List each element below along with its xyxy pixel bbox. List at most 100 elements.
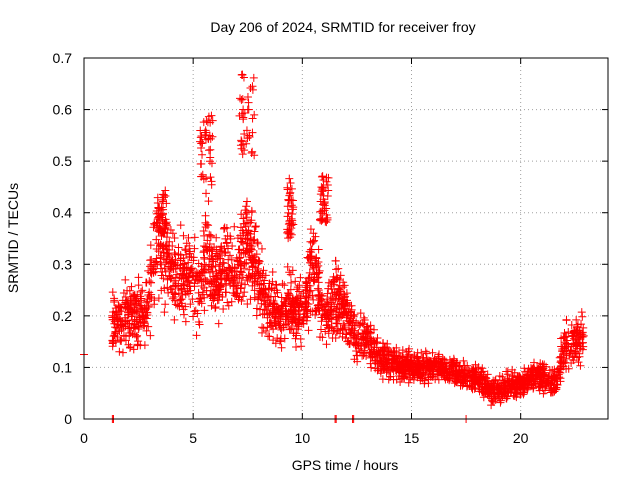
data-point bbox=[286, 179, 295, 188]
data-point bbox=[219, 305, 228, 314]
data-point bbox=[314, 300, 323, 309]
data-point bbox=[142, 314, 151, 323]
data-point bbox=[244, 218, 253, 227]
data-point bbox=[230, 273, 239, 282]
data-point bbox=[293, 283, 302, 292]
data-point bbox=[317, 317, 326, 326]
data-point bbox=[238, 273, 247, 282]
data-point bbox=[196, 160, 205, 169]
data-point bbox=[495, 371, 504, 380]
data-point bbox=[374, 351, 383, 360]
data-point bbox=[201, 211, 210, 220]
data-point bbox=[123, 311, 132, 320]
data-point bbox=[239, 115, 248, 124]
data-point bbox=[179, 231, 188, 240]
data-point bbox=[302, 293, 311, 302]
data-point bbox=[147, 269, 156, 278]
data-point bbox=[324, 329, 333, 338]
data-point bbox=[205, 260, 214, 269]
data-point bbox=[171, 300, 180, 309]
data-point bbox=[337, 299, 346, 308]
data-point bbox=[229, 289, 238, 298]
data-point bbox=[220, 249, 229, 258]
data-point bbox=[578, 312, 587, 321]
data-point bbox=[147, 278, 156, 287]
data-point bbox=[248, 147, 257, 156]
data-point bbox=[345, 339, 354, 348]
data-point bbox=[159, 193, 168, 202]
data-point bbox=[429, 369, 438, 378]
data-point bbox=[108, 288, 117, 297]
plot-frame bbox=[83, 57, 609, 420]
x-tick-label: 0 bbox=[80, 430, 88, 446]
data-point bbox=[171, 281, 180, 290]
data-point bbox=[238, 238, 247, 247]
data-point bbox=[134, 323, 143, 332]
data-point bbox=[512, 378, 521, 387]
data-point bbox=[295, 281, 304, 290]
data-point bbox=[309, 295, 318, 304]
data-point bbox=[402, 348, 411, 357]
data-point bbox=[184, 233, 193, 242]
data-point bbox=[174, 250, 183, 259]
x-tick-label: 10 bbox=[295, 430, 311, 446]
data-point bbox=[435, 350, 444, 359]
data-point bbox=[208, 132, 217, 141]
data-point bbox=[250, 227, 259, 236]
data-point bbox=[170, 233, 179, 242]
data-point bbox=[119, 289, 128, 298]
data-point bbox=[110, 312, 119, 321]
data-point bbox=[256, 271, 265, 280]
data-point bbox=[259, 284, 268, 293]
data-point bbox=[419, 357, 428, 366]
data-point bbox=[481, 373, 490, 382]
data-point bbox=[398, 362, 407, 371]
data-point bbox=[336, 271, 345, 280]
y-tick-label: 0.2 bbox=[53, 308, 73, 324]
data-point bbox=[316, 332, 325, 341]
data-point bbox=[247, 245, 256, 254]
data-point bbox=[197, 294, 206, 303]
data-point bbox=[333, 319, 342, 328]
data-point bbox=[244, 229, 253, 238]
data-point bbox=[201, 218, 210, 227]
data-point bbox=[295, 316, 304, 325]
data-point bbox=[145, 277, 154, 286]
data-point bbox=[186, 300, 195, 309]
data-point bbox=[561, 340, 570, 349]
data-point bbox=[302, 279, 311, 288]
data-point bbox=[181, 302, 190, 311]
data-point bbox=[197, 172, 206, 181]
data-point bbox=[134, 337, 143, 346]
data-point bbox=[207, 159, 216, 168]
data-point bbox=[183, 277, 192, 286]
data-point bbox=[459, 379, 468, 388]
data-point bbox=[127, 301, 136, 310]
y-tick-label: 0.7 bbox=[53, 50, 73, 66]
data-point bbox=[341, 323, 350, 332]
data-point bbox=[331, 333, 340, 342]
data-point bbox=[200, 306, 209, 315]
data-point bbox=[162, 233, 171, 242]
data-point bbox=[170, 315, 179, 324]
data-point bbox=[296, 294, 305, 303]
data-point bbox=[347, 305, 356, 314]
data-point bbox=[482, 374, 491, 383]
data-point bbox=[221, 234, 230, 243]
data-point bbox=[134, 273, 143, 282]
data-point bbox=[176, 221, 185, 230]
data-point bbox=[294, 303, 303, 312]
data-point bbox=[140, 321, 149, 330]
data-point bbox=[197, 143, 206, 152]
data-point bbox=[138, 286, 147, 295]
data-point bbox=[359, 335, 368, 344]
data-point bbox=[193, 309, 202, 318]
data-point bbox=[378, 346, 387, 355]
data-point bbox=[246, 295, 255, 304]
data-point bbox=[237, 237, 246, 246]
data-point bbox=[287, 324, 296, 333]
data-point bbox=[352, 346, 361, 355]
data-point bbox=[236, 267, 245, 276]
data-point bbox=[513, 377, 522, 386]
data-point bbox=[232, 253, 241, 262]
